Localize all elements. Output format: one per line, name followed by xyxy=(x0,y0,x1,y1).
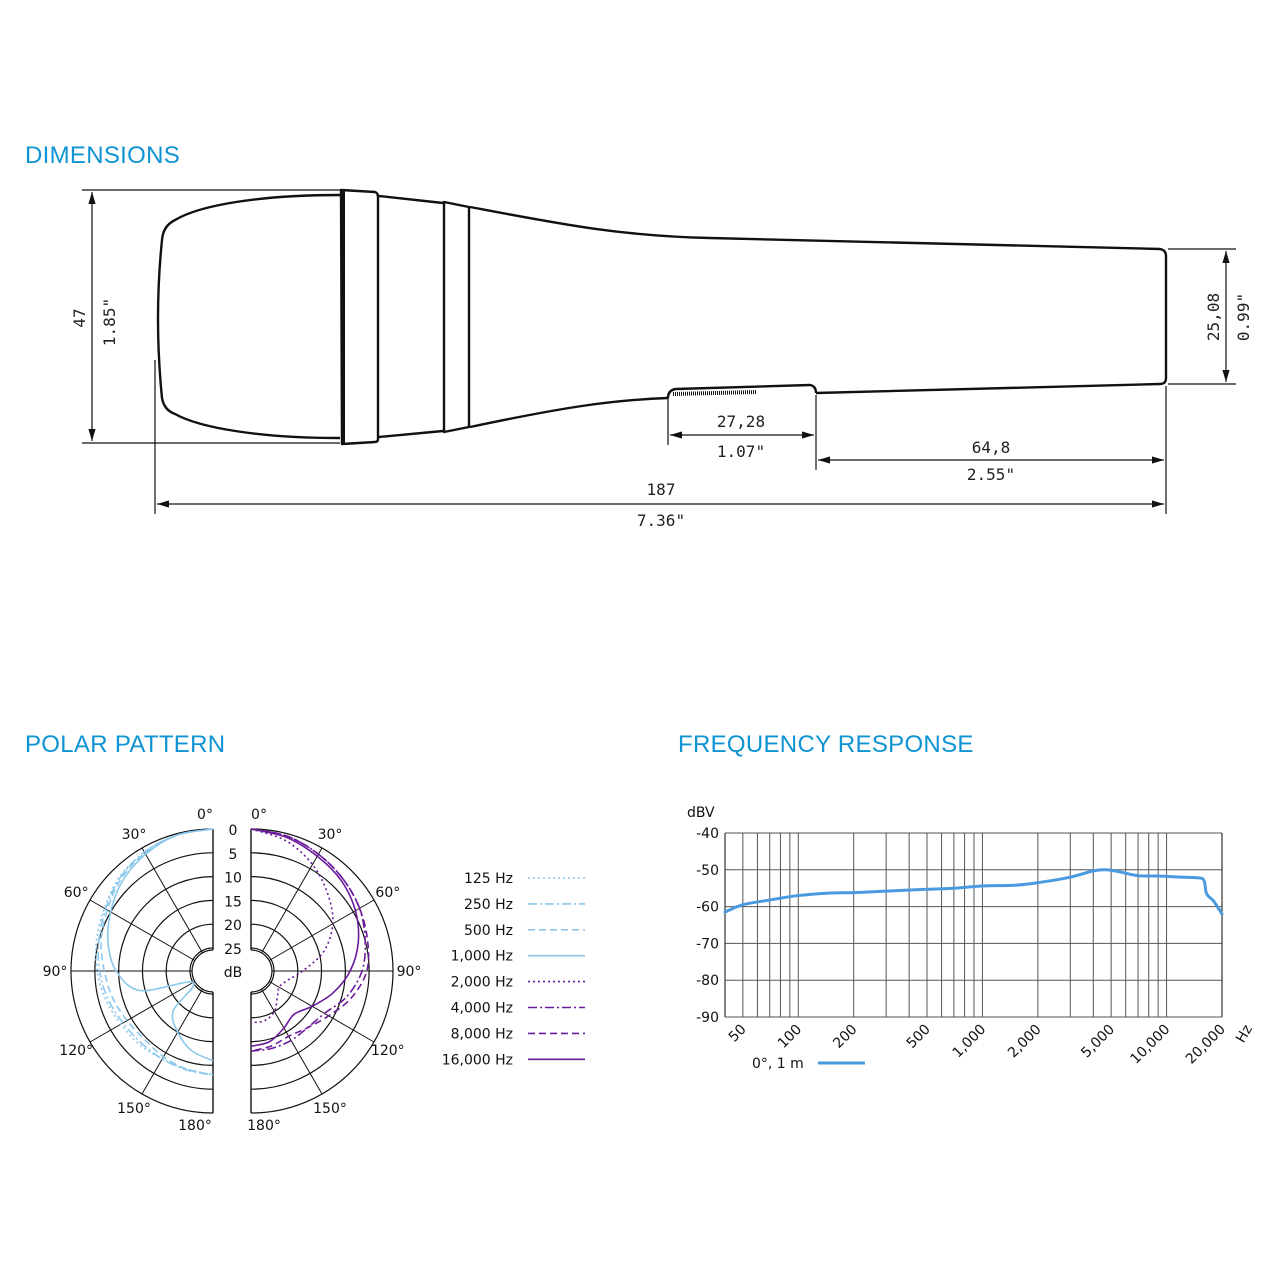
polar-series-500hz xyxy=(100,828,214,1076)
microphone-drawing xyxy=(156,188,1168,446)
polar-legend-label: 1,000 Hz xyxy=(451,949,513,965)
polar-spoke xyxy=(89,981,196,1043)
frequency-response-title: FREQUENCY RESPONSE xyxy=(678,731,974,758)
polar-ring xyxy=(250,947,275,995)
y-tick-label: -60 xyxy=(696,900,719,916)
polar-series-16000hz xyxy=(250,828,360,1048)
x-tick-label: 50 xyxy=(726,1022,750,1046)
polar-legend-label: 2,000 Hz xyxy=(451,975,513,991)
tail-in-label: 2.55" xyxy=(967,465,1015,484)
switch-in-label: 1.07" xyxy=(717,442,765,461)
legend-label: 0°, 1 m xyxy=(752,1056,804,1072)
y-axis-unit: dBV xyxy=(687,805,715,821)
polar-series-125hz xyxy=(94,828,214,1076)
polar-legend-label: 125 Hz xyxy=(464,871,513,887)
x-tick-label: 500 xyxy=(904,1022,934,1052)
mic-body xyxy=(469,205,1168,429)
polar-db-label: 10 xyxy=(224,871,242,887)
dimension-lines xyxy=(82,189,1236,514)
y-tick-label: -80 xyxy=(696,973,719,989)
polar-pattern-title: POLAR PATTERN xyxy=(25,731,226,758)
frequency-response-chart: -40 -50 -60 -70 -80 -90 50 100 200 500 1,000 2,000 5… xyxy=(687,805,1256,1072)
mic-neck xyxy=(378,194,444,439)
polar-spoke xyxy=(268,899,375,961)
height-mm-label: 47 xyxy=(70,308,89,327)
x-tick-label: 1,000 xyxy=(950,1022,990,1062)
polar-angle-label: 180° xyxy=(247,1118,281,1134)
polar-angle-label: 120° xyxy=(371,1043,405,1059)
polar-legend-label: 500 Hz xyxy=(464,923,513,939)
mic-ring-2 xyxy=(442,200,471,434)
end-mm-label: 25,08 xyxy=(1204,293,1223,341)
polar-spoke xyxy=(261,847,323,954)
switch-mm-label: 27,28 xyxy=(717,412,765,431)
polar-series-8000hz xyxy=(250,828,370,1052)
x-tick-label: 2,000 xyxy=(1005,1022,1045,1062)
x-axis-unit: Hz xyxy=(1233,1022,1256,1045)
polar-series-1000hz xyxy=(106,828,214,1062)
frequency-response-line xyxy=(723,868,1224,916)
polar-angle-label: 150° xyxy=(117,1101,151,1117)
polar-angle-label: 30° xyxy=(122,827,147,843)
polar-angle-label: 180° xyxy=(178,1118,212,1134)
y-tick-label: -70 xyxy=(696,936,719,952)
polar-spoke xyxy=(268,981,375,1043)
polar-db-label: 5 xyxy=(229,847,238,863)
mic-head-grille xyxy=(156,193,341,440)
polar-spoke xyxy=(141,988,203,1095)
mic-ring-1 xyxy=(339,188,380,446)
polar-pattern-chart: 0° 30° 60° 90° 120° 150° 180° 0° 30° 60° 90° 120° 15… xyxy=(43,807,585,1134)
polar-angle-label: 120° xyxy=(59,1043,93,1059)
polar-angle-label: 150° xyxy=(313,1101,347,1117)
x-tick-label: 10,000 xyxy=(1127,1022,1173,1068)
length-mm-label: 187 xyxy=(647,480,676,499)
y-tick-label: -50 xyxy=(696,863,719,879)
polar-legend-label: 8,000 Hz xyxy=(451,1026,513,1042)
x-tick-label: 100 xyxy=(775,1022,805,1052)
y-tick-label: -40 xyxy=(696,826,719,842)
polar-legend-label: 16,000 Hz xyxy=(442,1052,513,1068)
polar-db-label: 0 xyxy=(229,823,238,839)
length-in-label: 7.36" xyxy=(637,511,685,530)
y-tick-label: -90 xyxy=(696,1010,719,1026)
polar-series-250hz xyxy=(97,828,214,1076)
x-tick-label: 20,000 xyxy=(1183,1022,1229,1068)
dimensions-title: DIMENSIONS xyxy=(25,142,181,169)
polar-angle-label: 90° xyxy=(43,964,68,980)
polar-angle-label: 0° xyxy=(197,807,213,823)
polar-angle-label: 60° xyxy=(375,885,400,901)
tail-mm-label: 64,8 xyxy=(972,438,1011,457)
height-in-label: 1.85" xyxy=(100,298,119,346)
polar-db-unit: dB xyxy=(224,965,243,981)
polar-angle-label: 0° xyxy=(251,807,267,823)
polar-legend-label: 4,000 Hz xyxy=(451,1001,513,1017)
polar-db-label: 25 xyxy=(224,942,242,958)
polar-db-label: 20 xyxy=(224,918,242,934)
switch-grip xyxy=(672,390,758,396)
polar-series-4000hz xyxy=(250,828,367,1052)
polar-spoke xyxy=(89,899,196,961)
polar-legend-label: 250 Hz xyxy=(464,897,513,913)
polar-angle-label: 90° xyxy=(397,964,422,980)
polar-angle-label: 30° xyxy=(318,827,343,843)
x-tick-label: 5,000 xyxy=(1078,1022,1118,1062)
x-tick-label: 200 xyxy=(830,1022,860,1052)
polar-angle-label: 60° xyxy=(64,885,89,901)
mic-switch xyxy=(666,383,818,399)
polar-db-label: 15 xyxy=(224,894,242,910)
end-in-label: 0.99" xyxy=(1234,293,1253,341)
polar-spoke xyxy=(141,847,203,954)
polar-spoke xyxy=(261,988,323,1095)
